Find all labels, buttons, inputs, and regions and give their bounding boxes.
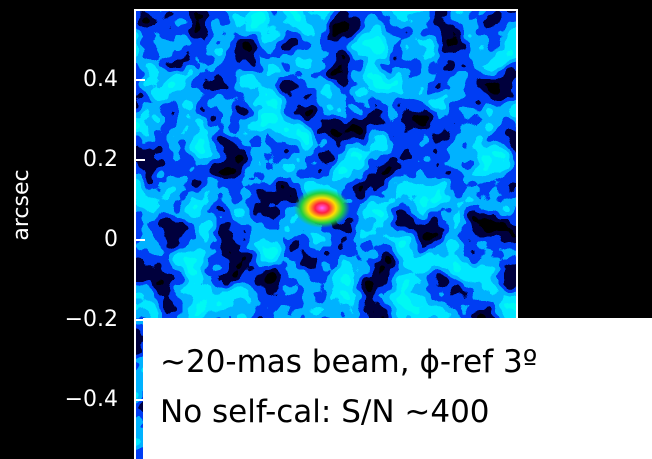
- y-tick-label: −0.2: [65, 307, 118, 332]
- y-axis: 0.4 0.2 0 −0.2 −0.4: [65, 67, 145, 412]
- y-axis-label: arcsec: [9, 169, 34, 240]
- annotation: ~20-mas beam, ϕ-ref 3º: [160, 344, 537, 380]
- y-tick-label: 0.4: [83, 67, 118, 92]
- y-tick-label: 0.2: [83, 147, 118, 172]
- source: [294, 188, 350, 228]
- y-tick-label: −0.4: [65, 387, 118, 412]
- y-tick-label: 0: [104, 227, 118, 252]
- annotation: No self-cal: S/N ~400: [160, 394, 490, 430]
- annotation-box: [143, 318, 652, 459]
